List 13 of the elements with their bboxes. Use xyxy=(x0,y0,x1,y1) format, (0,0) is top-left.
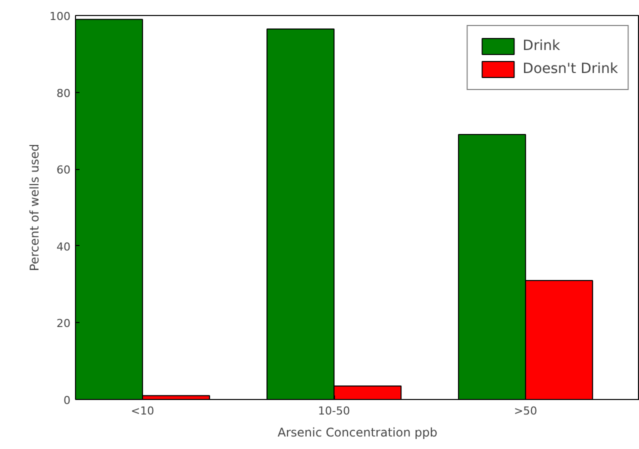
legend-label: Doesn't Drink xyxy=(522,61,618,77)
x-tick-label: <10 xyxy=(130,404,154,418)
y-tick-label: 60 xyxy=(56,164,71,177)
legend-label: Drink xyxy=(522,38,560,54)
y-tick-label: 100 xyxy=(50,10,71,23)
y-tick-label: 0 xyxy=(64,394,70,407)
y-tick-label: 20 xyxy=(56,317,71,330)
y-tick-label: 40 xyxy=(56,240,71,254)
x-axis-title: Arsenic Concentration ppb xyxy=(278,426,438,440)
x-tick-label: >50 xyxy=(514,404,538,418)
y-axis-title: Percent of wells used xyxy=(28,144,42,272)
x-tick-label: 10-50 xyxy=(318,404,350,418)
y-tick-label: 80 xyxy=(56,86,71,100)
